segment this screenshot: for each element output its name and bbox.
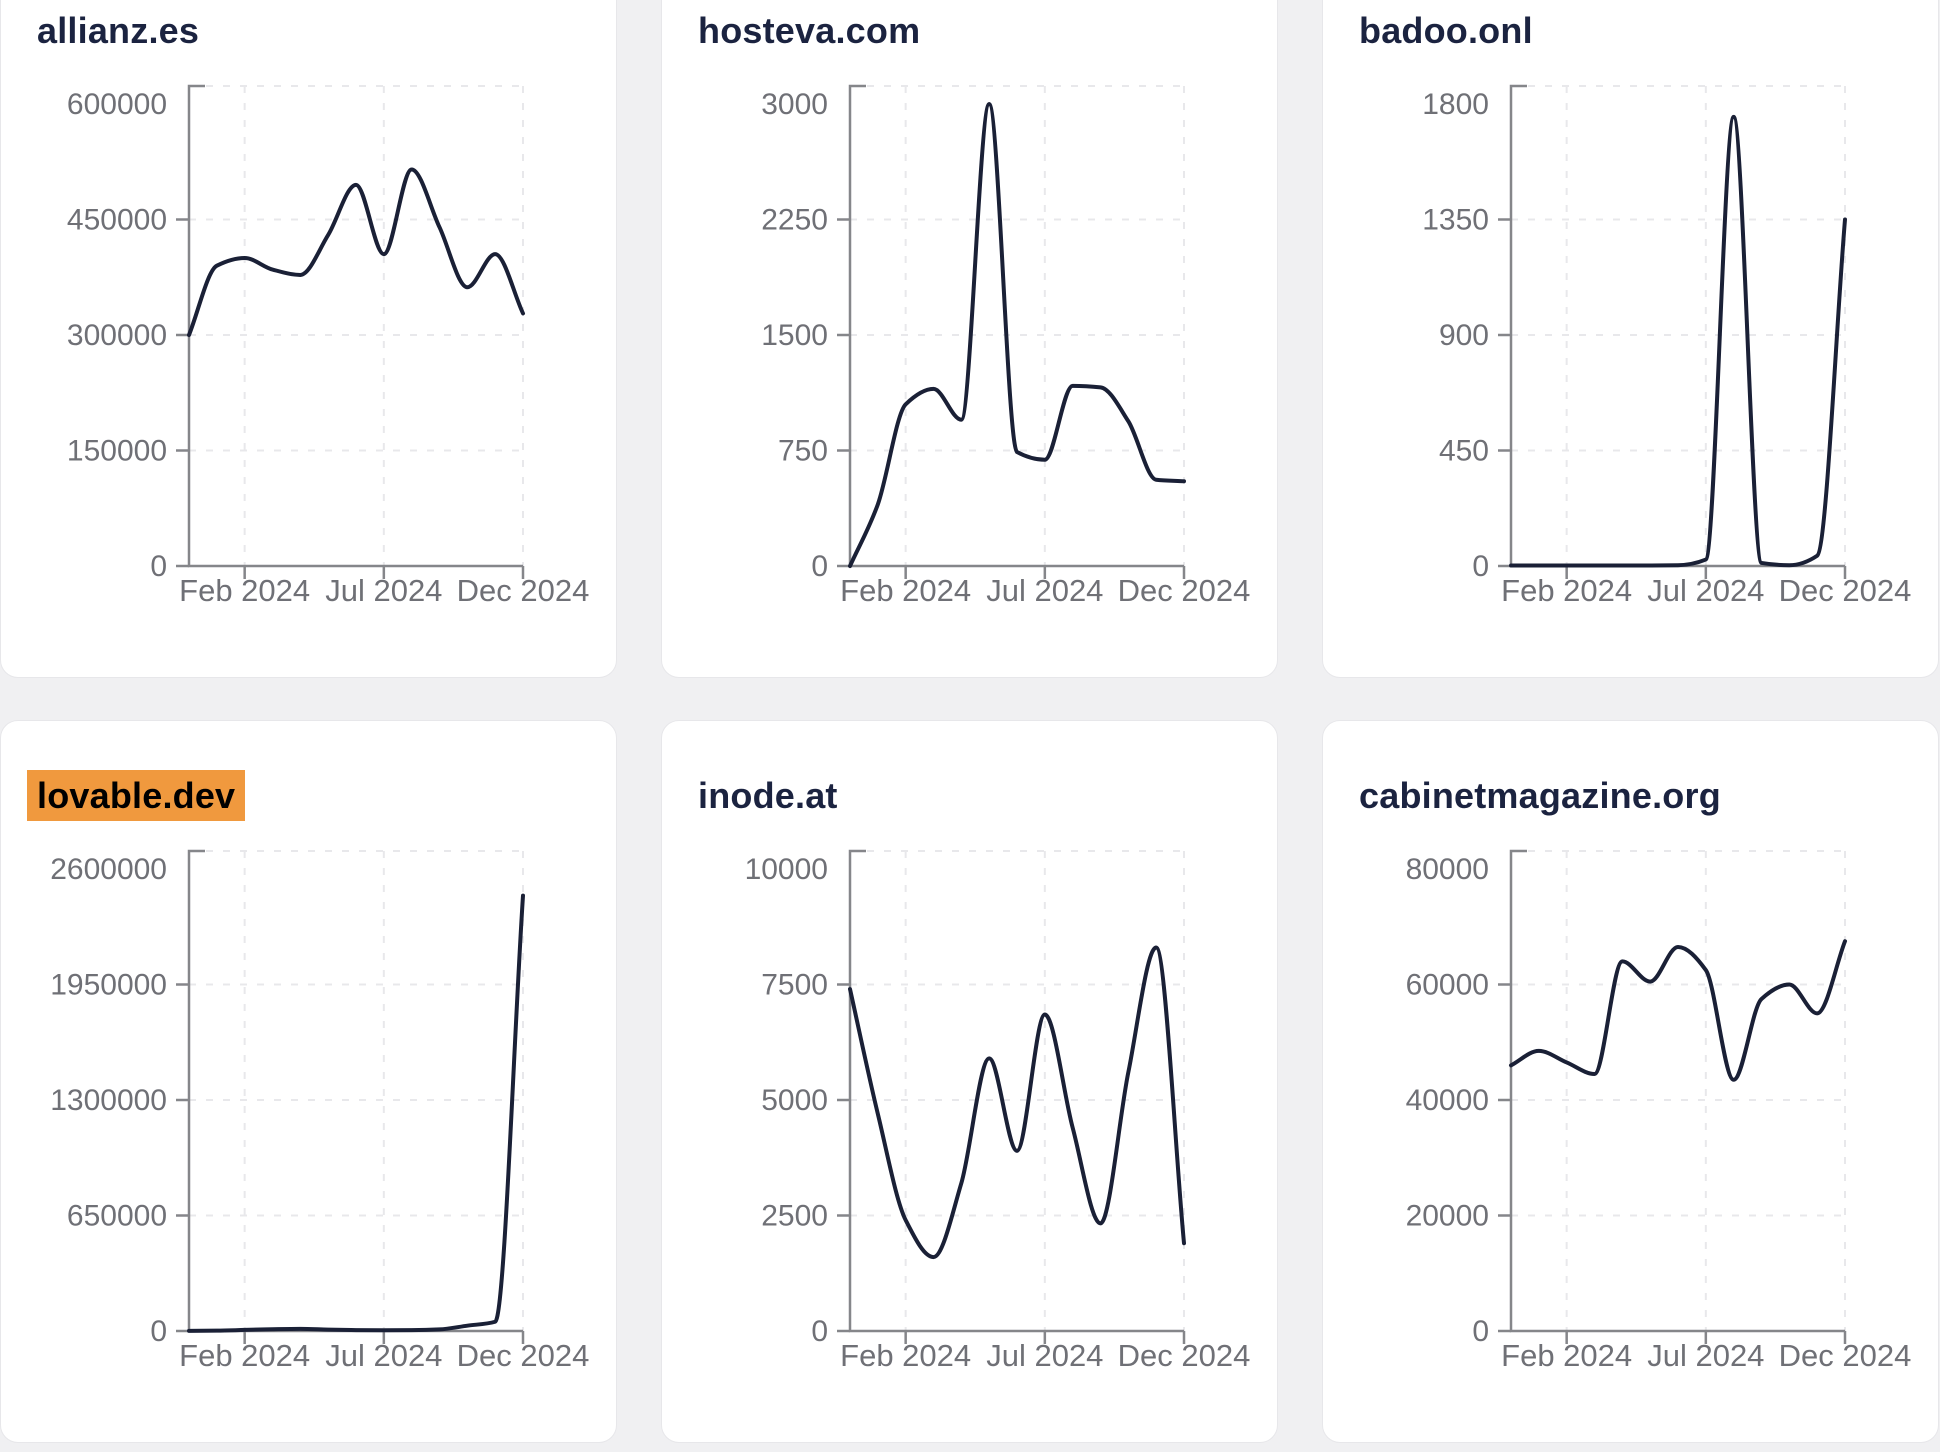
svg-text:80000: 80000 (1406, 853, 1489, 886)
svg-text:750: 750 (778, 435, 828, 468)
domain-card-lovable-dev[interactable]: lovable.dev 0 650000 1300000 1950000 2600000… (0, 720, 617, 1443)
svg-text:2500: 2500 (761, 1200, 828, 1233)
traffic-line-chart: 0 150000 300000 450000 600000 Feb 2024 Jul 202… (67, 84, 590, 608)
svg-text:900: 900 (1439, 319, 1489, 352)
domain-card-title: lovable.dev (27, 770, 246, 821)
svg-text:Feb 2024: Feb 2024 (840, 1338, 971, 1373)
svg-text:0: 0 (1472, 1315, 1489, 1348)
svg-text:Feb 2024: Feb 2024 (179, 1338, 310, 1373)
domain-card-inode-at[interactable]: inode.at 0 2500 5000 7500 10000 Feb 2024 Jul 2… (661, 720, 1278, 1443)
svg-text:Feb 2024: Feb 2024 (1501, 573, 1632, 608)
svg-text:0: 0 (150, 550, 167, 583)
svg-text:Dec 2024: Dec 2024 (1118, 573, 1251, 608)
svg-text:150000: 150000 (67, 435, 167, 468)
domain-name-label: cabinetmagazine.org (1359, 775, 1721, 816)
domain-card-allianz-es[interactable]: allianz.es 0 150000 300000 450000 600000 Feb … (0, 0, 617, 678)
svg-text:Dec 2024: Dec 2024 (1779, 1338, 1912, 1373)
svg-text:20000: 20000 (1406, 1200, 1489, 1233)
traffic-line-chart: 0 750 1500 2250 3000 Feb 2024 Jul 2024 Dec 2024 (761, 84, 1251, 608)
domain-card-badoo-onl[interactable]: badoo.onl 0 450 900 1350 1800 Feb 2024 Jul 202… (1322, 0, 1939, 678)
domain-name-label: hosteva.com (698, 10, 921, 51)
domain-name-label: inode.at (698, 775, 838, 816)
svg-text:Jul 2024: Jul 2024 (986, 1338, 1103, 1373)
traffic-line-chart: 0 2500 5000 7500 10000 Feb 2024 Jul 2024 Dec 20… (745, 849, 1251, 1373)
svg-text:Jul 2024: Jul 2024 (325, 573, 442, 608)
svg-text:1950000: 1950000 (50, 969, 167, 1002)
svg-text:Dec 2024: Dec 2024 (1779, 573, 1912, 608)
svg-text:1800: 1800 (1422, 88, 1489, 121)
svg-text:3000: 3000 (761, 88, 828, 121)
domain-card-title: cabinetmagazine.org (1359, 775, 1721, 817)
svg-text:450: 450 (1439, 435, 1489, 468)
svg-text:Jul 2024: Jul 2024 (1647, 573, 1764, 608)
svg-text:300000: 300000 (67, 319, 167, 352)
traffic-line-chart: 0 450 900 1350 1800 Feb 2024 Jul 2024 Dec 2024 (1422, 84, 1912, 608)
domain-card-title: allianz.es (37, 10, 199, 52)
svg-text:1500: 1500 (761, 319, 828, 352)
domain-card-title: inode.at (698, 775, 838, 817)
svg-text:5000: 5000 (761, 1084, 828, 1117)
svg-text:Jul 2024: Jul 2024 (986, 573, 1103, 608)
svg-text:10000: 10000 (745, 853, 828, 886)
svg-text:0: 0 (811, 550, 828, 583)
domain-name-label: lovable.dev (27, 770, 246, 821)
svg-text:1300000: 1300000 (50, 1084, 167, 1117)
svg-text:Jul 2024: Jul 2024 (325, 1338, 442, 1373)
svg-text:2250: 2250 (761, 204, 828, 237)
traffic-line-chart: 0 20000 40000 60000 80000 Feb 2024 Jul 2024 Dec… (1406, 849, 1912, 1373)
svg-text:0: 0 (1472, 550, 1489, 583)
svg-text:600000: 600000 (67, 88, 167, 121)
domain-card-title: badoo.onl (1359, 10, 1533, 52)
svg-text:Feb 2024: Feb 2024 (840, 573, 971, 608)
svg-text:7500: 7500 (761, 969, 828, 1002)
svg-text:450000: 450000 (67, 204, 167, 237)
svg-text:Feb 2024: Feb 2024 (1501, 1338, 1632, 1373)
svg-text:Dec 2024: Dec 2024 (1118, 1338, 1251, 1373)
svg-text:0: 0 (811, 1315, 828, 1348)
domain-card-cabinetmagazine-org[interactable]: cabinetmagazine.org 0 20000 40000 60000 8000… (1322, 720, 1939, 1443)
traffic-line-chart: 0 650000 1300000 1950000 2600000 Feb 2024 Jul … (50, 849, 590, 1373)
svg-text:40000: 40000 (1406, 1084, 1489, 1117)
svg-text:Dec 2024: Dec 2024 (457, 573, 590, 608)
domain-card-title: hosteva.com (698, 10, 920, 52)
svg-text:Dec 2024: Dec 2024 (457, 1338, 590, 1373)
svg-text:2600000: 2600000 (50, 853, 167, 886)
svg-text:0: 0 (150, 1315, 167, 1348)
domain-card-hosteva-com[interactable]: hosteva.com 0 750 1500 2250 3000 Feb 2024 Jul … (661, 0, 1278, 678)
svg-text:650000: 650000 (67, 1200, 167, 1233)
svg-text:1350: 1350 (1422, 204, 1489, 237)
domain-name-label: allianz.es (37, 10, 200, 51)
svg-text:Jul 2024: Jul 2024 (1647, 1338, 1764, 1373)
svg-text:60000: 60000 (1406, 969, 1489, 1002)
svg-text:Feb 2024: Feb 2024 (179, 573, 310, 608)
domain-name-label: badoo.onl (1359, 10, 1533, 51)
